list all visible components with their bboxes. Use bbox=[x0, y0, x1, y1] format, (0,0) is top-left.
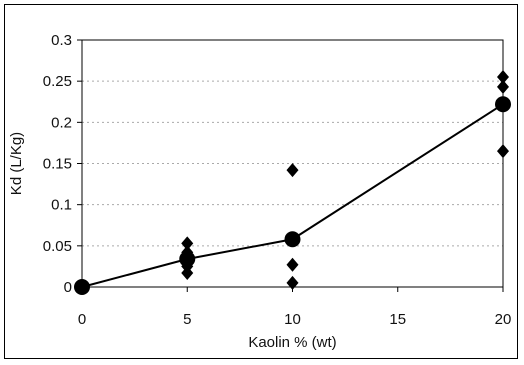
mean-point bbox=[179, 251, 196, 268]
y-tick-label: 0.25 bbox=[43, 73, 72, 90]
chart-frame bbox=[4, 4, 518, 359]
y-tick-label: 0.15 bbox=[43, 156, 72, 173]
y-tick-label: 0.05 bbox=[43, 238, 72, 255]
mean-series-line bbox=[81, 103, 504, 288]
gridlines bbox=[82, 80, 503, 247]
data-markers bbox=[74, 70, 511, 295]
sample-point bbox=[497, 144, 509, 159]
mean-point bbox=[495, 96, 511, 113]
sample-point bbox=[497, 79, 509, 94]
sample-point bbox=[181, 236, 194, 251]
mean-line bbox=[81, 103, 504, 288]
x-tick-label: 10 bbox=[284, 311, 301, 328]
x-tick-label: 0 bbox=[78, 311, 86, 328]
y-tick-label: 0.3 bbox=[51, 32, 72, 49]
y-tick-label: 0.2 bbox=[51, 114, 72, 131]
y-tick-label: 0.1 bbox=[51, 197, 72, 214]
sample-point bbox=[181, 266, 194, 281]
x-tick-label: 15 bbox=[389, 311, 406, 328]
sample-point bbox=[286, 257, 299, 272]
mean-point bbox=[74, 279, 90, 295]
axes: 0 0.05 0.1 0.15 0.2 0.25 0.3 0 5 10 15 20 bbox=[43, 32, 512, 328]
y-tick-label: 0 bbox=[64, 279, 72, 296]
sample-point bbox=[497, 70, 509, 85]
y-axis-title: Kd (L/Kg) bbox=[8, 132, 25, 195]
sample-point bbox=[286, 275, 299, 290]
x-tick-label: 5 bbox=[183, 311, 191, 328]
mean-point bbox=[284, 231, 301, 248]
x-tick-label: 20 bbox=[495, 311, 512, 328]
x-axis-title: Kaolin % (wt) bbox=[248, 334, 336, 351]
sample-point bbox=[286, 163, 299, 178]
